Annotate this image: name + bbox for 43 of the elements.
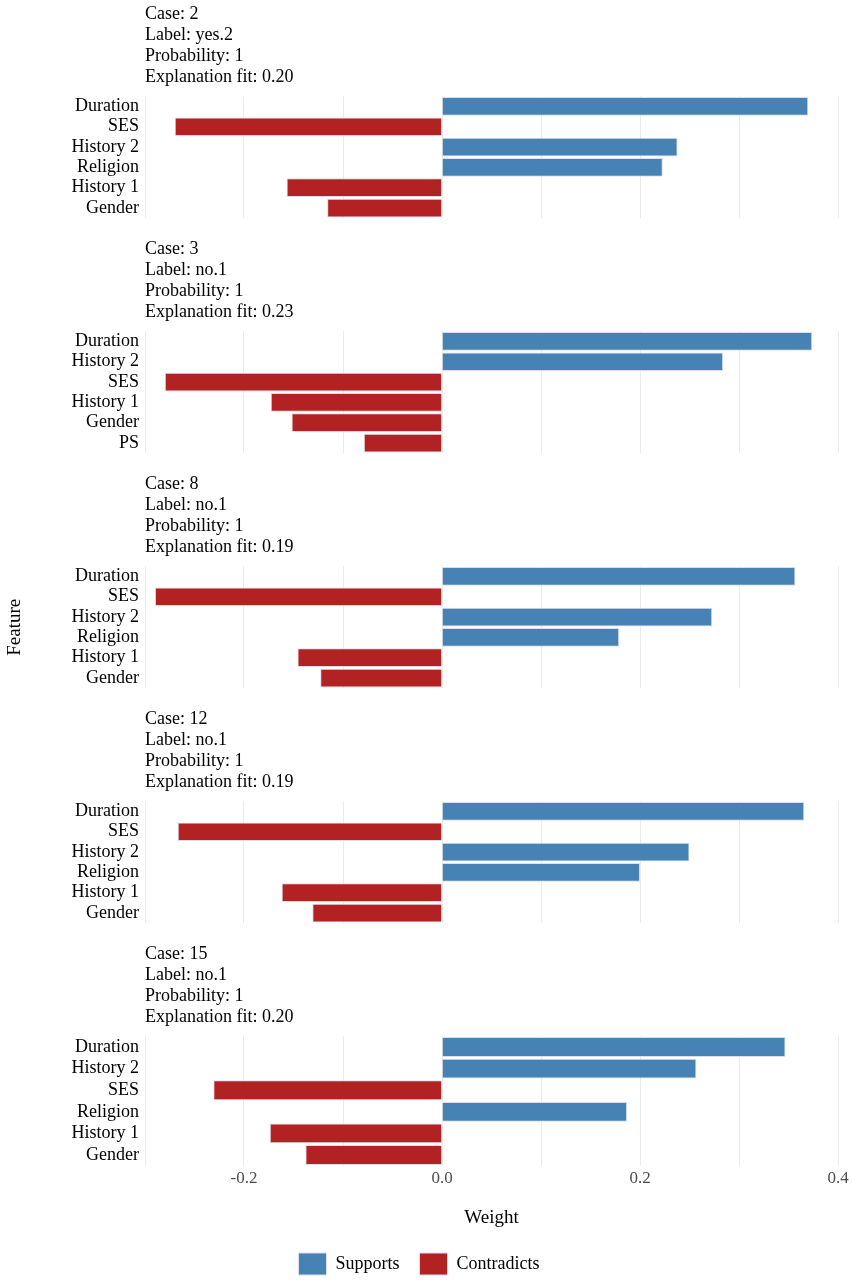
y-tick-label: Gender [86, 1143, 139, 1164]
legend-label: Supports [335, 1252, 400, 1273]
y-tick-label: SES [107, 370, 139, 391]
x-axis-title: Weight [464, 1205, 520, 1227]
y-tick-label: PS [118, 431, 139, 452]
y-tick-label: Religion [77, 626, 139, 647]
chart-title: Case: 3 Label: no.1 Probability: 1 Explanation fit: 0.23 [145, 238, 294, 322]
y-tick-label: SES [107, 1078, 139, 1099]
y-tick-label: Religion [77, 156, 139, 177]
y-tick-label: History 2 [71, 840, 139, 861]
x-tick-label: 0.2 [629, 1168, 651, 1188]
chart-title: Case: 15 Label: no.1 Probability: 1 Explanation fit: 0.20 [145, 943, 294, 1027]
y-axis-title: Feature [3, 598, 25, 656]
y-tick-label: History 1 [71, 1122, 139, 1143]
y-tick-label: Religion [77, 861, 139, 882]
y-tick-label: Duration [75, 565, 139, 586]
x-tick-label: 0.0 [431, 1168, 453, 1188]
legend-label: Contradicts [456, 1252, 540, 1273]
chart-title: Case: 8 Label: no.1 Probability: 1 Explanation fit: 0.19 [145, 473, 294, 557]
y-tick-label: Gender [86, 411, 139, 432]
y-tick-label: Duration [75, 1035, 139, 1056]
y-tick-label: SES [107, 820, 139, 841]
y-tick-label: Gender [86, 196, 139, 217]
y-tick-label: Duration [75, 330, 139, 351]
chart-title: Case: 2 Label: yes.2 Probability: 1 Explanation fit: 0.20 [145, 3, 294, 87]
y-tick-label: Duration [75, 800, 139, 821]
y-tick-label: Duration [75, 95, 139, 116]
x-tick-label: -0.2 [230, 1168, 258, 1188]
y-tick-label: History 1 [71, 646, 139, 667]
y-tick-label: History 1 [71, 391, 139, 412]
y-tick-label: Religion [77, 1100, 139, 1121]
y-tick-label: History 1 [71, 881, 139, 902]
y-tick-label: History 2 [71, 135, 139, 156]
y-tick-label: History 1 [71, 176, 139, 197]
y-tick-label: History 2 [71, 1057, 139, 1078]
y-tick-label: Gender [86, 901, 139, 922]
chart-title: Case: 12 Label: no.1 Probability: 1 Explanation fit: 0.19 [145, 708, 294, 792]
y-tick-label: SES [107, 115, 139, 136]
x-tick-label: 0.4 [827, 1168, 850, 1188]
y-tick-label: History 2 [71, 605, 139, 626]
y-tick-label: Gender [86, 666, 139, 687]
y-tick-label: History 2 [71, 350, 139, 371]
y-tick-label: SES [107, 585, 139, 606]
